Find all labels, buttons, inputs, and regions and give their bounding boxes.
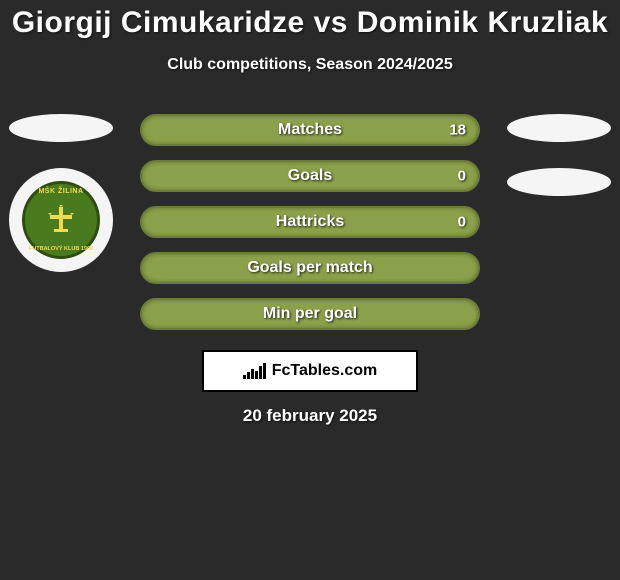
zilina-cross-icon (44, 203, 78, 237)
zilina-text-top: MŠK ŽILINA (38, 188, 83, 195)
stat-bar: Matches 18 (140, 114, 480, 146)
sponsor-box[interactable]: FcTables.com (202, 350, 418, 392)
stat-value-right: 0 (458, 214, 466, 231)
stat-bar: Goals per match (140, 252, 480, 284)
content-area: MŠK ŽILINA FUTBALOVÝ KLUB 1908 (0, 114, 620, 330)
player-right-column (504, 114, 614, 196)
stat-label: Goals (288, 167, 332, 185)
player-left-column: MŠK ŽILINA FUTBALOVÝ KLUB 1908 (6, 114, 116, 272)
stat-label: Goals per match (247, 259, 372, 277)
stat-value-right: 0 (458, 168, 466, 185)
stat-bar: Min per goal (140, 298, 480, 330)
bar-chart-icon (243, 363, 266, 379)
player-right-photo (507, 114, 611, 142)
page-title: Giorgij Cimukaridze vs Dominik Kruzliak (0, 0, 620, 40)
player-right-club-placeholder (507, 168, 611, 196)
stat-label: Hattricks (276, 213, 344, 231)
stat-label: Matches (278, 121, 342, 139)
stats-column: Matches 18 Goals 0 Hattricks 0 Goals per match… (140, 114, 480, 330)
season-subtitle: Club competitions, Season 2024/2025 (0, 56, 620, 74)
sponsor-label: FcTables.com (272, 362, 378, 380)
stat-label: Min per goal (263, 305, 357, 323)
player-left-club-badge: MŠK ŽILINA FUTBALOVÝ KLUB 1908 (9, 168, 113, 272)
stat-value-right: 18 (449, 122, 466, 139)
zilina-badge: MŠK ŽILINA FUTBALOVÝ KLUB 1908 (22, 181, 100, 259)
stat-bar: Hattricks 0 (140, 206, 480, 238)
stat-bar: Goals 0 (140, 160, 480, 192)
footer-date: 20 february 2025 (0, 406, 620, 426)
player-left-photo (9, 114, 113, 142)
zilina-text-bottom: FUTBALOVÝ KLUB 1908 (29, 246, 93, 252)
